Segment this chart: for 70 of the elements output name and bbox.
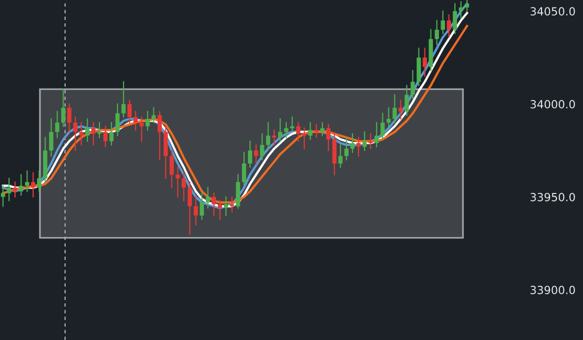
candlestick bbox=[326, 124, 331, 152]
candlestick bbox=[176, 166, 180, 198]
candlestick bbox=[380, 112, 385, 140]
candlestick bbox=[67, 103, 72, 132]
candlestick bbox=[55, 110, 60, 138]
candlestick bbox=[25, 170, 30, 192]
candlestick bbox=[109, 122, 114, 146]
candlestick bbox=[254, 144, 258, 164]
candlestick bbox=[194, 196, 198, 226]
candlestick bbox=[212, 192, 216, 216]
candlestick bbox=[12, 182, 18, 198]
candlestick bbox=[79, 122, 84, 146]
candlestick bbox=[73, 116, 78, 152]
candlestick bbox=[314, 124, 318, 138]
y-tick-label: 34050.0 bbox=[530, 7, 575, 16]
candlestick bbox=[362, 131, 367, 152]
candlestick bbox=[248, 140, 252, 168]
candlestick bbox=[158, 110, 162, 160]
candlestick bbox=[31, 172, 36, 198]
y-tick-label: 33950.0 bbox=[530, 192, 575, 202]
candlestick bbox=[121, 81, 126, 118]
candlestick bbox=[18, 174, 24, 196]
candlestick bbox=[61, 88, 66, 127]
candlestick bbox=[356, 136, 361, 157]
candlestick bbox=[103, 126, 108, 148]
candlestick bbox=[188, 182, 192, 235]
candlestick bbox=[296, 122, 300, 142]
candlestick bbox=[37, 170, 42, 192]
candlestick bbox=[97, 122, 102, 138]
candlestick bbox=[115, 103, 120, 136]
candlestick bbox=[440, 10, 445, 34]
candlestick bbox=[410, 70, 415, 100]
candlestick bbox=[308, 122, 312, 140]
candlestick bbox=[182, 172, 186, 202]
candlestick bbox=[266, 122, 270, 150]
candlestick bbox=[85, 118, 90, 142]
candlestick bbox=[350, 133, 355, 153]
candlestick bbox=[284, 122, 288, 138]
candlestick bbox=[260, 133, 264, 160]
candlestick bbox=[344, 136, 349, 160]
candlestick bbox=[152, 107, 156, 124]
candlestick bbox=[446, 14, 452, 38]
candlestick bbox=[6, 178, 12, 202]
candlestick bbox=[0, 185, 6, 207]
candlestick bbox=[242, 152, 246, 186]
candlestick bbox=[392, 94, 397, 124]
y-tick-label: 33900.0 bbox=[530, 286, 575, 294]
candlestick bbox=[434, 20, 439, 46]
candlestick bbox=[91, 122, 96, 146]
candlestick bbox=[139, 116, 144, 142]
candlestick bbox=[398, 100, 403, 120]
y-tick-label: 34000.0 bbox=[530, 100, 575, 108]
candlestick bbox=[374, 122, 379, 148]
candlestick bbox=[170, 150, 174, 188]
candlestick bbox=[206, 187, 210, 209]
candlestick bbox=[404, 84, 409, 116]
candlestick bbox=[200, 192, 204, 220]
candlestick bbox=[386, 107, 391, 127]
candlestick bbox=[464, 0, 470, 12]
candlestick bbox=[338, 144, 343, 168]
candlestick bbox=[320, 122, 324, 136]
candlestick bbox=[278, 118, 282, 142]
candlestick bbox=[146, 110, 150, 131]
candlestick bbox=[422, 48, 427, 77]
candlestick bbox=[133, 110, 138, 131]
candlestick bbox=[272, 130, 276, 146]
candlestick bbox=[452, 3, 458, 34]
candlestick bbox=[127, 100, 132, 124]
candlestick bbox=[49, 118, 54, 157]
candlestick bbox=[368, 133, 373, 150]
